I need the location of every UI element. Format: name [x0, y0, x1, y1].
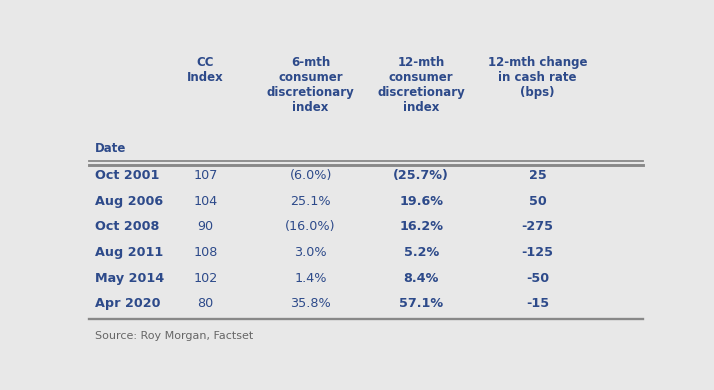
Text: Apr 2020: Apr 2020: [95, 297, 160, 310]
Text: Date: Date: [95, 142, 126, 155]
Text: 50: 50: [528, 195, 546, 208]
Text: 19.6%: 19.6%: [399, 195, 443, 208]
Text: (6.0%): (6.0%): [289, 169, 332, 183]
Text: -50: -50: [526, 271, 549, 285]
Text: -125: -125: [521, 246, 553, 259]
Text: 12-mth
consumer
discretionary
index: 12-mth consumer discretionary index: [378, 56, 465, 114]
Text: Oct 2008: Oct 2008: [95, 220, 159, 234]
Text: (25.7%): (25.7%): [393, 169, 449, 183]
Text: 80: 80: [197, 297, 213, 310]
Text: Aug 2011: Aug 2011: [95, 246, 163, 259]
Text: 25.1%: 25.1%: [291, 195, 331, 208]
Text: 16.2%: 16.2%: [399, 220, 443, 234]
Text: 104: 104: [193, 195, 218, 208]
Text: 108: 108: [193, 246, 218, 259]
Text: -275: -275: [521, 220, 553, 234]
Text: Oct 2001: Oct 2001: [95, 169, 159, 183]
Text: Aug 2006: Aug 2006: [95, 195, 163, 208]
Text: May 2014: May 2014: [95, 271, 164, 285]
Text: CC
Index: CC Index: [187, 56, 223, 84]
Text: 107: 107: [193, 169, 218, 183]
Text: Source: Roy Morgan, Factset: Source: Roy Morgan, Factset: [95, 331, 253, 341]
Text: 1.4%: 1.4%: [294, 271, 327, 285]
Text: (16.0%): (16.0%): [286, 220, 336, 234]
Text: 57.1%: 57.1%: [399, 297, 443, 310]
Text: -15: -15: [526, 297, 549, 310]
Text: 3.0%: 3.0%: [294, 246, 327, 259]
Text: 6-mth
consumer
discretionary
index: 6-mth consumer discretionary index: [267, 56, 354, 114]
Text: 90: 90: [197, 220, 213, 234]
Text: 35.8%: 35.8%: [290, 297, 331, 310]
Text: 5.2%: 5.2%: [403, 246, 439, 259]
Text: 25: 25: [528, 169, 546, 183]
Text: 8.4%: 8.4%: [403, 271, 439, 285]
Text: 12-mth change
in cash rate
(bps): 12-mth change in cash rate (bps): [488, 56, 587, 99]
Text: 102: 102: [193, 271, 218, 285]
